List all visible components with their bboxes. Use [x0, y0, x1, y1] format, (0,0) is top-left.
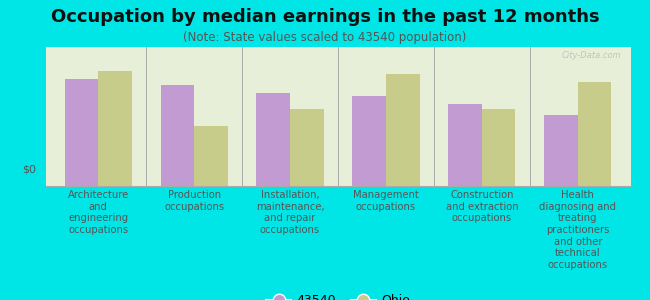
Bar	[448, 104, 482, 186]
Text: (Note: State values scaled to 43540 population): (Note: State values scaled to 43540 popu…	[183, 32, 467, 44]
Bar	[98, 71, 132, 186]
Bar	[482, 110, 515, 186]
Bar	[290, 110, 324, 186]
Bar	[161, 85, 194, 186]
Bar	[194, 126, 228, 186]
Text: $0: $0	[21, 164, 36, 175]
Bar	[386, 74, 419, 186]
Bar	[578, 82, 611, 186]
Bar	[257, 93, 290, 186]
Bar	[352, 96, 386, 186]
Bar	[65, 79, 98, 186]
Text: Occupation by median earnings in the past 12 months: Occupation by median earnings in the pas…	[51, 8, 599, 26]
Text: City-Data.com: City-Data.com	[562, 51, 621, 60]
Legend: 43540, Ohio: 43540, Ohio	[261, 289, 415, 300]
Bar	[544, 115, 578, 186]
